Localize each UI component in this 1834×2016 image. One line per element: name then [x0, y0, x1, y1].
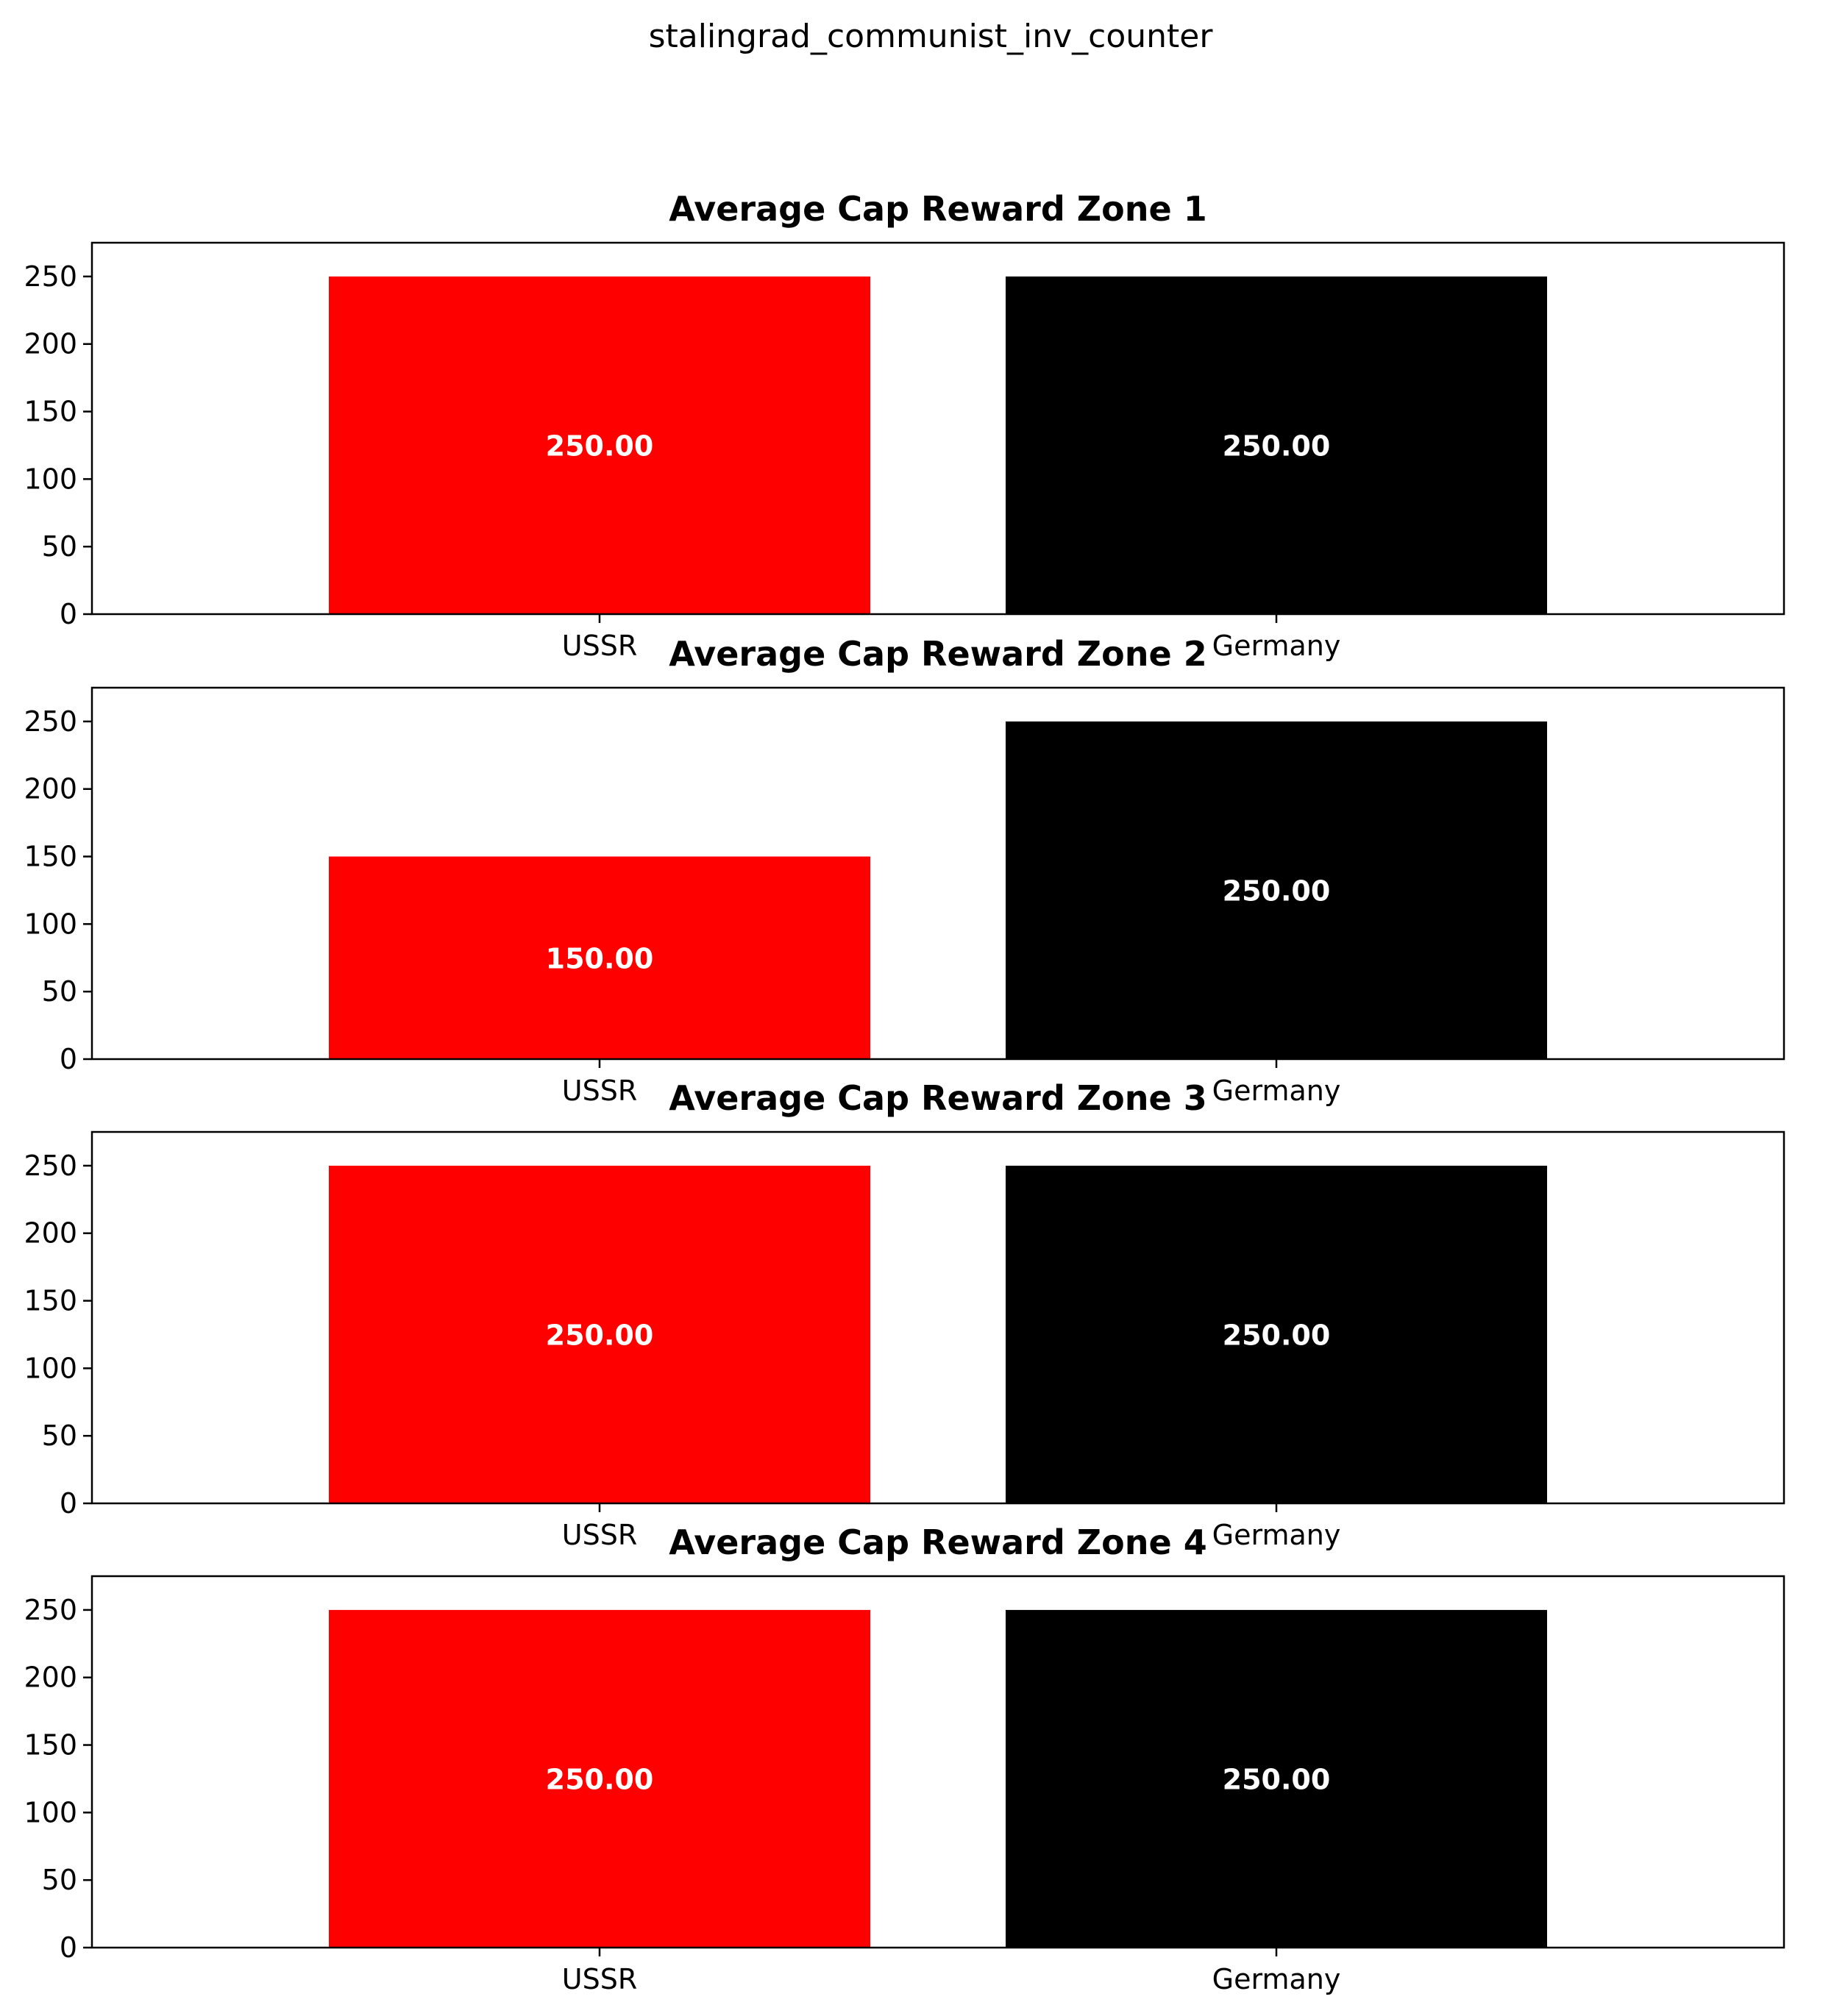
y-tick-label: 0 — [60, 1043, 77, 1075]
subplot-title: Average Cap Reward Zone 2 — [669, 634, 1206, 674]
figure-suptitle: stalingrad_communist_inv_counter — [649, 18, 1214, 55]
y-tick-label: 250 — [24, 1150, 77, 1182]
y-tick-label: 200 — [24, 1661, 77, 1694]
bar-ussr — [329, 1609, 870, 1948]
bar-ussr — [329, 276, 870, 614]
x-tick-label: Germany — [1212, 1075, 1341, 1107]
y-tick-label: 50 — [42, 975, 77, 1008]
bar-germany — [1006, 721, 1547, 1059]
x-tick-label: USSR — [562, 1963, 637, 1995]
y-tick-label: 150 — [24, 841, 77, 873]
x-tick-label: Germany — [1212, 1963, 1341, 1995]
bar-value-label: 250.00 — [1223, 430, 1331, 462]
y-tick-label: 100 — [24, 908, 77, 940]
y-tick-label: 150 — [24, 1285, 77, 1317]
x-tick-label: USSR — [562, 1519, 637, 1551]
bar-ussr — [329, 856, 870, 1059]
y-tick-label: 100 — [24, 1796, 77, 1828]
subplot-zone-4: Average Cap Reward Zone 4 250.00 USSR 250.0… — [24, 1522, 1785, 1995]
y-tick-label: 200 — [24, 328, 77, 360]
bar-value-label: 250.00 — [1223, 1319, 1331, 1351]
x-tick-label: USSR — [562, 630, 637, 662]
bar-ussr — [329, 1165, 870, 1503]
bar-value-label: 150.00 — [546, 942, 654, 975]
bar-value-label: 250.00 — [1223, 875, 1331, 907]
subplot-zone-2: Average Cap Reward Zone 2 150.00 USSR 250.0… — [24, 634, 1785, 1107]
subplot-title: Average Cap Reward Zone 4 — [669, 1522, 1206, 1562]
y-tick-label: 150 — [24, 1729, 77, 1762]
bar-germany — [1006, 1609, 1547, 1948]
axes-frame — [90, 241, 1785, 616]
y-tick-label: 50 — [42, 1420, 77, 1452]
bar-value-label: 250.00 — [546, 1319, 654, 1351]
y-tick-label: 100 — [24, 463, 77, 495]
y-tick-label: 150 — [24, 396, 77, 428]
subplot-title: Average Cap Reward Zone 1 — [669, 189, 1206, 229]
axes-frame — [90, 1130, 1785, 1505]
y-tick-label: 0 — [60, 1487, 77, 1520]
y-tick-label: 250 — [24, 1594, 77, 1626]
subplots: Average Cap Reward Zone 1 250.00 USSR 250.0… — [24, 189, 1785, 1995]
x-tick-label: Germany — [1212, 630, 1341, 662]
y-tick-label: 0 — [60, 598, 77, 630]
subplot-title: Average Cap Reward Zone 3 — [669, 1078, 1206, 1118]
y-tick-label: 250 — [24, 260, 77, 293]
axes-frame — [90, 1575, 1785, 1949]
bar-value-label: 250.00 — [546, 430, 654, 462]
bar-germany — [1006, 1165, 1547, 1503]
x-tick-label: Germany — [1212, 1519, 1341, 1551]
y-tick-label: 250 — [24, 705, 77, 738]
subplot-zone-1: Average Cap Reward Zone 1 250.00 USSR 250.0… — [24, 189, 1785, 662]
y-tick-label: 200 — [24, 1217, 77, 1250]
subplot-zone-3: Average Cap Reward Zone 3 250.00 USSR 250.0… — [24, 1078, 1785, 1551]
y-tick-label: 0 — [60, 1931, 77, 1964]
y-tick-label: 50 — [42, 1864, 77, 1896]
bar-value-label: 250.00 — [546, 1763, 654, 1795]
y-tick-label: 200 — [24, 773, 77, 805]
bar-value-label: 250.00 — [1223, 1763, 1331, 1795]
bar-germany — [1006, 276, 1547, 614]
y-tick-label: 50 — [42, 530, 77, 563]
axes-frame — [90, 686, 1785, 1061]
x-tick-label: USSR — [562, 1075, 637, 1107]
y-tick-label: 100 — [24, 1352, 77, 1384]
